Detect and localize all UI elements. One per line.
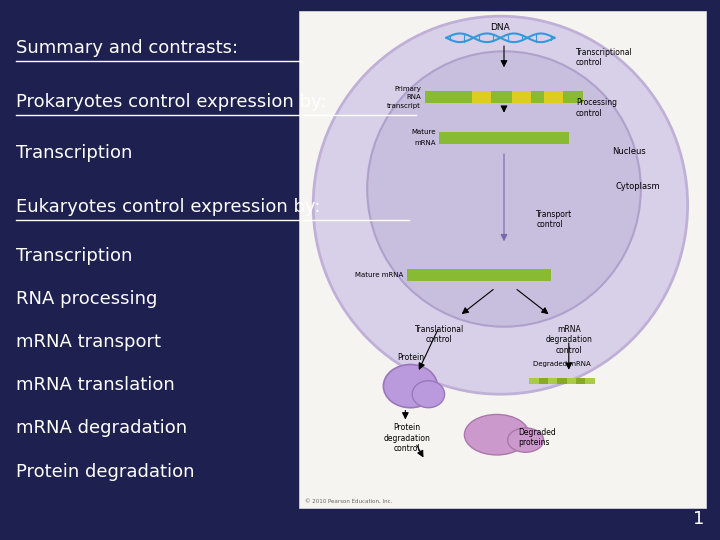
Text: Summary and contrasts:: Summary and contrasts: — [16, 39, 238, 57]
Text: Protein: Protein — [397, 353, 424, 362]
Text: Transcription: Transcription — [16, 247, 132, 265]
Bar — [425, 91, 583, 103]
Text: RNA: RNA — [407, 94, 421, 100]
Text: mRNA
degradation
control: mRNA degradation control — [545, 325, 593, 355]
Bar — [567, 378, 576, 384]
Bar — [529, 378, 539, 384]
Text: Primary: Primary — [395, 86, 421, 92]
Ellipse shape — [313, 16, 688, 394]
Text: Eukaryotes control expression by:: Eukaryotes control expression by: — [16, 198, 320, 216]
Text: Transcription: Transcription — [16, 144, 132, 162]
Text: mRNA: mRNA — [414, 140, 436, 146]
Text: mRNA degradation: mRNA degradation — [16, 420, 187, 437]
Text: transcript: transcript — [387, 103, 421, 109]
Text: Nucleus: Nucleus — [612, 147, 646, 156]
Text: Prokaryotes control expression by:: Prokaryotes control expression by: — [16, 93, 326, 111]
Bar — [407, 269, 551, 281]
Bar — [439, 132, 569, 144]
Text: mRNA transport: mRNA transport — [16, 333, 161, 351]
Text: Transport
control: Transport control — [536, 210, 572, 230]
Text: Degraded mRNA: Degraded mRNA — [533, 361, 590, 367]
Bar — [512, 91, 531, 103]
Text: © 2010 Pearson Education, Inc.: © 2010 Pearson Education, Inc. — [305, 498, 392, 503]
Bar — [539, 378, 548, 384]
Ellipse shape — [383, 364, 438, 408]
Bar — [557, 378, 567, 384]
Text: Cytoplasm: Cytoplasm — [616, 182, 660, 191]
Bar — [472, 91, 491, 103]
Bar — [548, 378, 557, 384]
Text: Mature: Mature — [411, 129, 436, 135]
Ellipse shape — [508, 428, 544, 453]
FancyBboxPatch shape — [299, 11, 706, 508]
Text: RNA processing: RNA processing — [16, 290, 157, 308]
Bar — [585, 378, 595, 384]
Text: Degraded
proteins: Degraded proteins — [518, 428, 556, 447]
Text: Translational
control: Translational control — [415, 325, 464, 345]
Ellipse shape — [464, 415, 529, 455]
Text: 1: 1 — [693, 510, 704, 528]
Bar — [544, 91, 562, 103]
Text: Transcriptional
control: Transcriptional control — [576, 48, 633, 68]
Text: Protein
degradation
control: Protein degradation control — [383, 423, 431, 453]
Bar — [576, 378, 585, 384]
Text: Mature mRNA: Mature mRNA — [355, 272, 403, 279]
Ellipse shape — [412, 381, 444, 408]
Text: DNA: DNA — [490, 23, 510, 32]
Text: mRNA translation: mRNA translation — [16, 376, 174, 394]
Text: Protein degradation: Protein degradation — [16, 463, 194, 481]
Bar — [529, 378, 594, 384]
Text: Processing
control: Processing control — [576, 98, 617, 118]
Ellipse shape — [367, 51, 641, 327]
